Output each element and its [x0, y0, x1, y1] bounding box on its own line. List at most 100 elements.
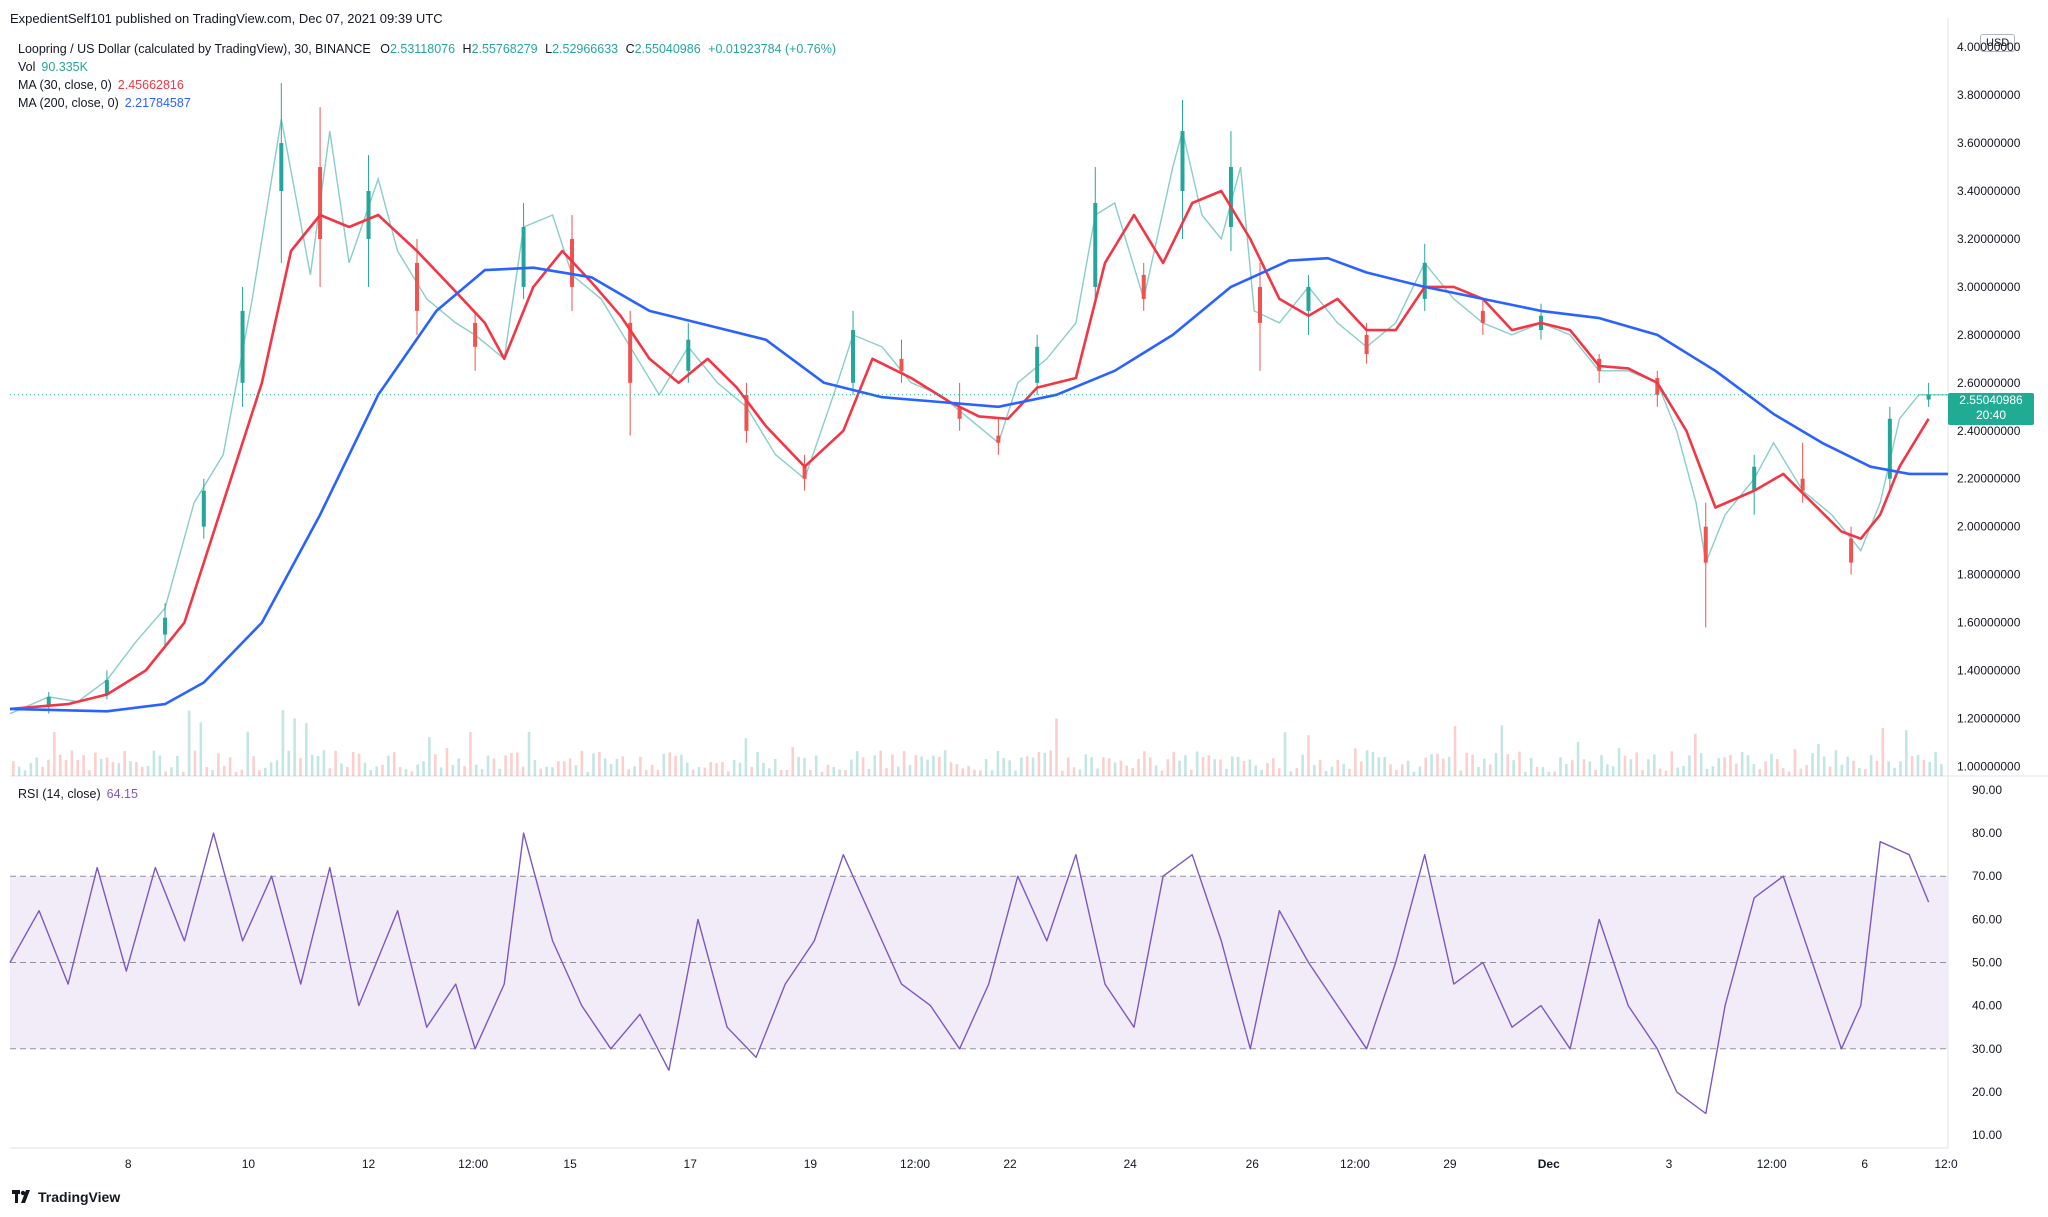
volume-bar	[328, 768, 332, 776]
volume-bar	[64, 759, 68, 776]
volume-bar	[914, 755, 918, 776]
volume-bar	[680, 754, 683, 776]
volume-bar	[1025, 756, 1029, 776]
volume-bar	[1717, 758, 1721, 776]
volume-bar	[615, 758, 619, 776]
volume-bar	[1160, 770, 1164, 776]
volume-bar	[187, 710, 191, 776]
volume-bar	[469, 732, 472, 776]
candle-body-23	[1180, 131, 1185, 192]
volume-bar	[826, 764, 830, 776]
volume-bar	[1471, 754, 1474, 776]
volume-bar	[1565, 763, 1568, 776]
volume-bar	[1453, 726, 1457, 776]
volume-bar	[1049, 750, 1052, 776]
volume-bar	[1916, 755, 1920, 776]
volume-bar	[1594, 769, 1597, 776]
volume-bar	[1588, 761, 1592, 776]
volume-bar	[1248, 759, 1252, 776]
volume-bar	[691, 769, 695, 776]
volume-bar	[1922, 759, 1926, 776]
candle-body-29	[1480, 310, 1485, 323]
volume-bar	[1143, 751, 1146, 776]
volume-bar	[422, 761, 425, 776]
volume-bar	[885, 768, 888, 776]
time-tick-14: 3	[1666, 1157, 1673, 1171]
volume-bar	[1008, 760, 1011, 776]
volume-bar	[451, 764, 455, 776]
volume-bar	[1125, 765, 1129, 776]
volume-bar	[1254, 765, 1258, 776]
volume-bar	[199, 722, 203, 776]
volume-bar	[1524, 771, 1527, 776]
volume-bar	[1037, 752, 1041, 776]
volume-bar	[809, 769, 812, 776]
currency-button[interactable]: USD	[1980, 34, 2016, 52]
volume-bar	[773, 759, 777, 776]
volume-bar	[926, 759, 929, 776]
volume-bar	[1477, 767, 1480, 776]
volume-bar	[1910, 756, 1914, 776]
volume-bar	[1828, 766, 1832, 776]
volume-bar	[1107, 758, 1111, 776]
volume-bar	[228, 757, 232, 776]
symbol-title[interactable]: Loopring / US Dollar (calculated by Trad…	[18, 42, 371, 56]
volume-bar	[879, 750, 882, 776]
candle-body-10	[521, 226, 526, 287]
tradingview-logo[interactable]: TradingView	[12, 1189, 120, 1205]
volume-bar	[1113, 762, 1117, 776]
volume-bar	[23, 770, 27, 776]
volume-bar	[1746, 755, 1750, 776]
volume-bar	[568, 758, 572, 776]
volume-bar	[105, 757, 109, 776]
price-tick-6: 2.80000000	[1957, 328, 2021, 342]
volume-bar	[1266, 763, 1269, 776]
time-tick-11: 12:00	[1340, 1157, 1370, 1171]
volume-bar	[1172, 751, 1175, 776]
volume-bar	[1201, 757, 1205, 776]
volume-bar	[1184, 755, 1187, 776]
price-tick-9: 2.20000000	[1957, 472, 2021, 486]
candle-body-5	[279, 143, 284, 192]
volume-bar	[433, 754, 437, 776]
rsi-tick-3: 60.00	[1972, 912, 2002, 926]
volume-bar	[129, 761, 132, 776]
volume-bar	[1629, 759, 1633, 776]
candle-body-19	[996, 435, 1001, 443]
volume-bar	[1207, 755, 1211, 776]
rsi-label[interactable]: RSI (14, close)	[18, 787, 101, 801]
volume-bar	[1887, 761, 1890, 776]
price-tick-13: 1.40000000	[1957, 664, 2021, 678]
volume-bar	[369, 770, 373, 776]
volume-bar	[644, 770, 648, 776]
time-tick-4: 15	[563, 1157, 577, 1171]
volume-bar	[1817, 743, 1820, 776]
rsi-tick-8: 10.00	[1972, 1128, 2002, 1142]
time-tick-5: 17	[684, 1157, 698, 1171]
volume-bar	[1148, 757, 1152, 776]
volume-bar	[539, 768, 543, 776]
volume-bar	[1096, 768, 1099, 776]
volume-bar	[1119, 760, 1123, 776]
volume-bar	[1283, 732, 1287, 776]
volume-bar	[891, 754, 894, 776]
volume-bar	[1670, 751, 1674, 776]
volume-bar	[873, 755, 877, 776]
candle-body-3	[201, 490, 206, 527]
volume-bar	[855, 751, 859, 776]
tradingview-logo-icon	[12, 1190, 30, 1203]
volume-label[interactable]: Vol	[18, 60, 36, 74]
volume-bar	[281, 709, 285, 776]
candle-body-18	[957, 406, 962, 419]
volume-bar	[310, 754, 314, 776]
ma200-label[interactable]: MA (200, close, 0)	[18, 96, 119, 110]
volume-bar	[392, 752, 396, 776]
open-value: 2.53118076	[389, 42, 456, 56]
volume-bar	[896, 766, 900, 776]
ma30-label[interactable]: MA (30, close, 0)	[18, 78, 112, 92]
volume-bar	[697, 767, 701, 776]
volume-bar	[1406, 760, 1410, 776]
rsi-tick-2: 70.00	[1972, 869, 2002, 883]
volume-bar	[1764, 761, 1767, 776]
